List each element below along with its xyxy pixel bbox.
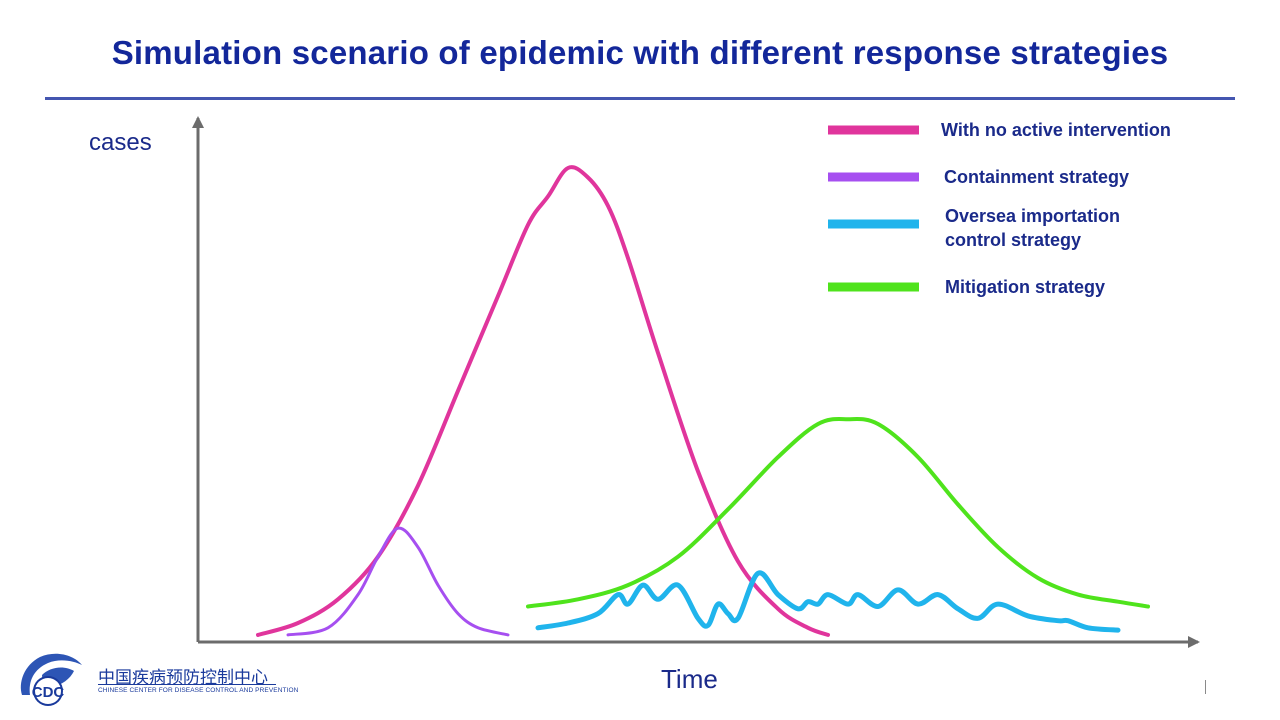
- title-divider: [45, 97, 1235, 100]
- legend-label-mitigation-strategy: Mitigation strategy: [945, 277, 1105, 297]
- x-axis-label: Time: [661, 664, 718, 694]
- legend-label-with-no-active-intervention: With no active intervention: [941, 120, 1171, 140]
- series-line-with-no-active-intervention: [256, 165, 830, 637]
- series-line-oversea-importation-control-strategy: [535, 570, 1121, 633]
- series-line-mitigation-strategy: [526, 417, 1150, 609]
- page-marker: [1205, 680, 1206, 694]
- legend-label-containment-strategy: Containment strategy: [944, 167, 1129, 187]
- logo-english-name: CHINESE CENTER FOR DISEASE CONTROL AND P…: [98, 687, 299, 694]
- logo-divider: [98, 684, 276, 685]
- logo-chinese-name: 中国疾病预防控制中心: [98, 668, 268, 688]
- legend: With no active intervention Containment s…: [828, 120, 1171, 297]
- legend-label-oversea-importation-control-strategy: Oversea importation control strategy: [945, 206, 1120, 250]
- series-layer: [256, 165, 1150, 637]
- slide-title: Simulation scenario of epidemic with dif…: [111, 34, 1169, 71]
- series-line-containment-strategy: [286, 526, 510, 637]
- y-axis-label: cases: [89, 129, 152, 156]
- logo-mark-text: CDC: [32, 684, 65, 701]
- cdc-logo: CDC 中国疾病预防控制中心 CHINESE CENTER FOR DISEAS…: [12, 645, 298, 715]
- cdc-emblem: CDC: [20, 653, 82, 706]
